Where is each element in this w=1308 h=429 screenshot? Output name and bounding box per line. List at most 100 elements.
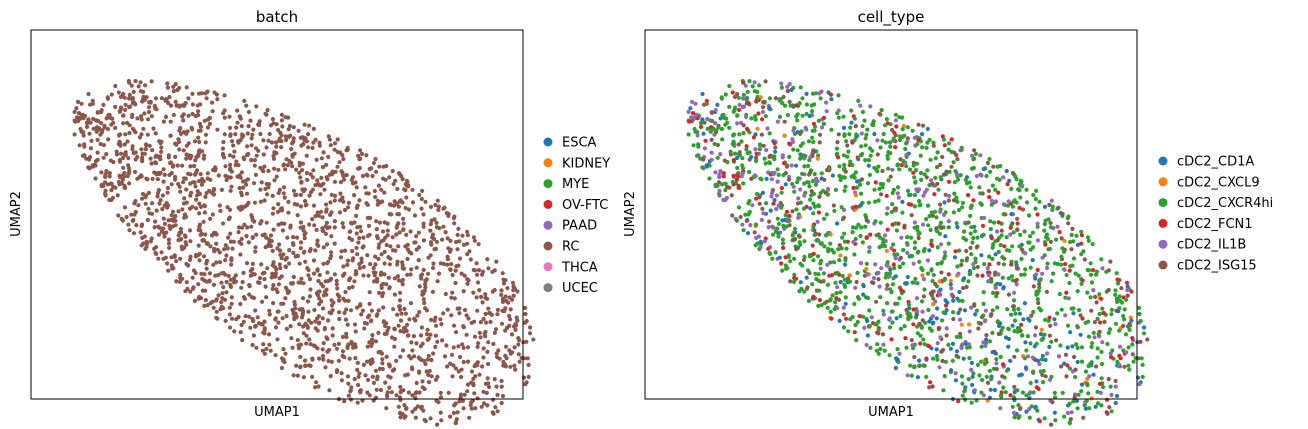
data-point [77,143,82,148]
data-point [968,231,973,236]
data-point [335,137,340,142]
data-point [900,115,905,120]
data-point [277,262,282,267]
data-point [704,101,709,106]
data-point [966,279,971,284]
data-point [127,104,133,109]
data-point [177,147,182,152]
data-point [204,241,209,246]
data-point [307,337,312,342]
data-point [142,234,147,239]
data-point [1106,287,1111,293]
data-point [812,102,817,107]
data-point [342,399,347,404]
legend-marker [1158,218,1168,228]
data-point [131,231,137,236]
data-point [954,197,959,202]
data-point [252,158,257,163]
data-point [1142,325,1147,330]
data-point [885,206,890,211]
data-point [1096,332,1101,337]
data-point [198,102,203,107]
data-point [818,96,823,101]
data-point [805,268,811,273]
data-point [394,393,399,398]
data-point [833,280,838,285]
data-point [246,151,251,157]
data-point [126,96,132,101]
data-point [854,225,859,230]
data-point [996,272,1001,277]
data-point [754,151,759,156]
data-point [351,345,356,350]
data-point [741,92,746,97]
data-point [1114,393,1120,399]
data-point [783,182,788,187]
data-point [692,126,697,132]
data-point [725,120,730,125]
data-point [388,244,393,249]
data-point [1059,364,1064,369]
data-point [441,224,446,229]
data-point [473,374,478,379]
data-point [893,118,899,123]
data-point [850,314,855,320]
data-point [393,178,398,183]
data-point [986,188,992,194]
data-point [262,164,267,169]
data-point [875,342,880,347]
data-point [925,140,930,145]
data-point [843,295,848,300]
batch-x-axis-label: UMAP1 [254,405,300,420]
data-point [250,235,255,240]
data-point [287,248,292,253]
data-point [307,277,313,282]
data-point [973,256,978,261]
data-point [941,310,946,315]
data-point [103,193,108,198]
data-point [1059,254,1064,259]
data-point [405,247,410,252]
data-point [741,123,746,128]
data-point [184,280,189,285]
data-point [1026,213,1032,218]
data-point [483,292,488,297]
data-point [475,344,480,349]
data-point [349,177,354,182]
data-point [741,228,746,233]
data-point [917,259,922,264]
data-point [291,235,296,240]
data-point [139,117,144,122]
data-point [158,198,163,203]
data-point [754,159,759,164]
data-point [1016,403,1021,408]
data-point [339,169,344,174]
data-point [291,274,296,280]
data-point [854,279,859,285]
data-point [166,155,171,160]
data-point [157,201,162,206]
data-point [860,109,866,115]
data-point [91,126,96,131]
data-point [819,125,825,130]
data-point [166,218,171,223]
data-point [390,248,395,253]
data-point [499,292,504,297]
data-point [1067,268,1072,273]
data-point [422,300,427,306]
data-point [915,224,920,229]
data-point [120,218,125,223]
data-point [1075,359,1080,365]
data-point [525,356,530,361]
legend-marker [543,283,553,293]
data-point [267,131,272,137]
data-point [341,157,346,162]
data-point [897,264,902,269]
data-point [989,279,994,284]
data-point [947,169,952,174]
data-point [355,360,360,365]
data-point [440,338,445,343]
data-point [971,371,976,376]
data-point [962,308,968,313]
data-point [1000,255,1005,260]
